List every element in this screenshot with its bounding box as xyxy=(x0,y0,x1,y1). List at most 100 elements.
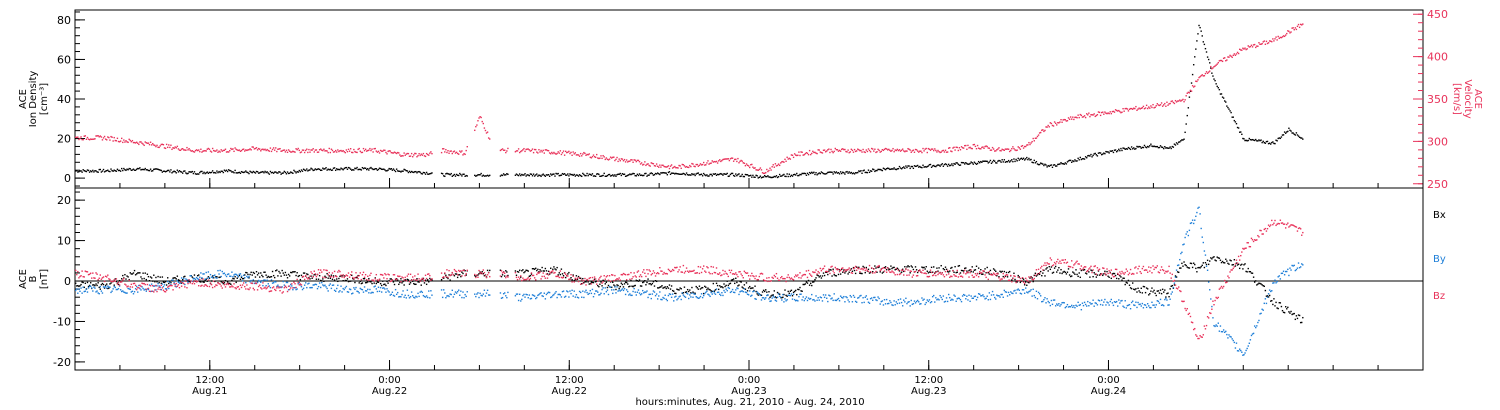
bx-point xyxy=(888,268,890,270)
bx-point xyxy=(740,281,742,283)
velocity-point xyxy=(487,137,490,139)
bx-point xyxy=(1071,275,1073,277)
velocity-point xyxy=(531,148,534,150)
by-point xyxy=(391,291,394,293)
by-point xyxy=(515,293,518,295)
bz-point xyxy=(125,284,127,286)
bx-point xyxy=(400,278,402,280)
density-point xyxy=(219,171,221,174)
density-point xyxy=(308,169,310,171)
by-point xyxy=(85,288,88,291)
density-point xyxy=(1005,160,1008,163)
density-point xyxy=(970,161,972,163)
density-point xyxy=(923,166,925,168)
velocity-point xyxy=(106,139,108,141)
by-point xyxy=(323,285,325,287)
bx-point xyxy=(696,287,698,289)
by-point xyxy=(839,295,842,297)
by-point xyxy=(424,296,427,298)
bx-point xyxy=(972,271,974,273)
velocity-point xyxy=(1181,99,1183,102)
density-point xyxy=(138,167,140,170)
velocity-point xyxy=(1165,105,1167,107)
bx-point xyxy=(188,280,190,282)
bz-point xyxy=(153,291,155,293)
by-point xyxy=(914,302,917,304)
velocity-point xyxy=(1205,71,1208,73)
bx-point xyxy=(1179,267,1181,269)
by-point xyxy=(1279,278,1282,280)
velocity-point xyxy=(574,152,577,154)
density-point xyxy=(1163,147,1165,150)
bx-point xyxy=(966,270,968,272)
velocity-point xyxy=(80,136,82,138)
density-point xyxy=(690,174,692,176)
bz-point xyxy=(284,285,287,287)
density-point xyxy=(1063,163,1065,165)
bx-point xyxy=(486,269,489,272)
by-point xyxy=(1163,304,1165,307)
velocity-point xyxy=(333,151,336,153)
density-point xyxy=(422,171,425,174)
velocity-point xyxy=(1230,55,1232,57)
by-point xyxy=(710,291,712,294)
by-point xyxy=(662,296,664,299)
by-point xyxy=(648,293,650,296)
by-point xyxy=(548,291,551,294)
density-point xyxy=(677,173,679,175)
velocity-point xyxy=(1114,109,1117,111)
by-point xyxy=(822,294,825,296)
bx-point xyxy=(251,274,253,276)
velocity-point xyxy=(623,158,626,161)
bz-point xyxy=(236,286,238,288)
density-point xyxy=(823,173,826,175)
bx-point xyxy=(768,291,770,293)
bx-point xyxy=(691,286,693,289)
bx-point xyxy=(342,279,344,282)
density-point xyxy=(839,171,842,173)
by-point xyxy=(781,299,783,301)
bz-point xyxy=(102,276,105,278)
density-point xyxy=(1151,145,1153,147)
bx-point xyxy=(1240,264,1242,266)
velocity-point xyxy=(1019,148,1022,150)
by-point xyxy=(398,296,400,298)
velocity-point xyxy=(179,149,182,152)
bx-point xyxy=(781,297,783,299)
bx-point xyxy=(1291,313,1293,316)
velocity-point xyxy=(702,161,705,164)
velocity-point xyxy=(720,160,722,163)
bx-point xyxy=(1216,256,1218,258)
bx-point xyxy=(333,279,336,281)
density-point xyxy=(99,168,102,171)
bx-point xyxy=(958,264,961,267)
by-point xyxy=(826,297,828,299)
density-point xyxy=(697,172,700,174)
velocity-point xyxy=(867,148,870,150)
bz-point xyxy=(162,289,165,291)
velocity-point xyxy=(1065,120,1068,122)
velocity-point xyxy=(539,151,541,153)
velocity-point xyxy=(1226,59,1228,61)
by-point xyxy=(1002,296,1004,298)
density-point xyxy=(428,173,430,175)
bx-point xyxy=(406,278,409,281)
density-point xyxy=(525,175,527,177)
density-point xyxy=(257,172,260,174)
density-point xyxy=(805,174,808,176)
by-point xyxy=(966,295,968,297)
velocity-point xyxy=(199,150,201,153)
velocity-point xyxy=(1152,103,1154,106)
bx-point xyxy=(660,286,662,288)
density-point xyxy=(818,172,820,174)
bx-point xyxy=(283,274,286,276)
b-axis-tick-label: -20 xyxy=(53,356,71,369)
velocity-point xyxy=(741,160,743,162)
bx-point xyxy=(269,276,272,278)
density-point xyxy=(716,173,719,176)
velocity-point xyxy=(215,150,217,152)
velocity-point xyxy=(962,147,965,149)
density-point xyxy=(928,164,931,166)
bx-point xyxy=(721,286,723,288)
velocity-point xyxy=(122,141,124,144)
